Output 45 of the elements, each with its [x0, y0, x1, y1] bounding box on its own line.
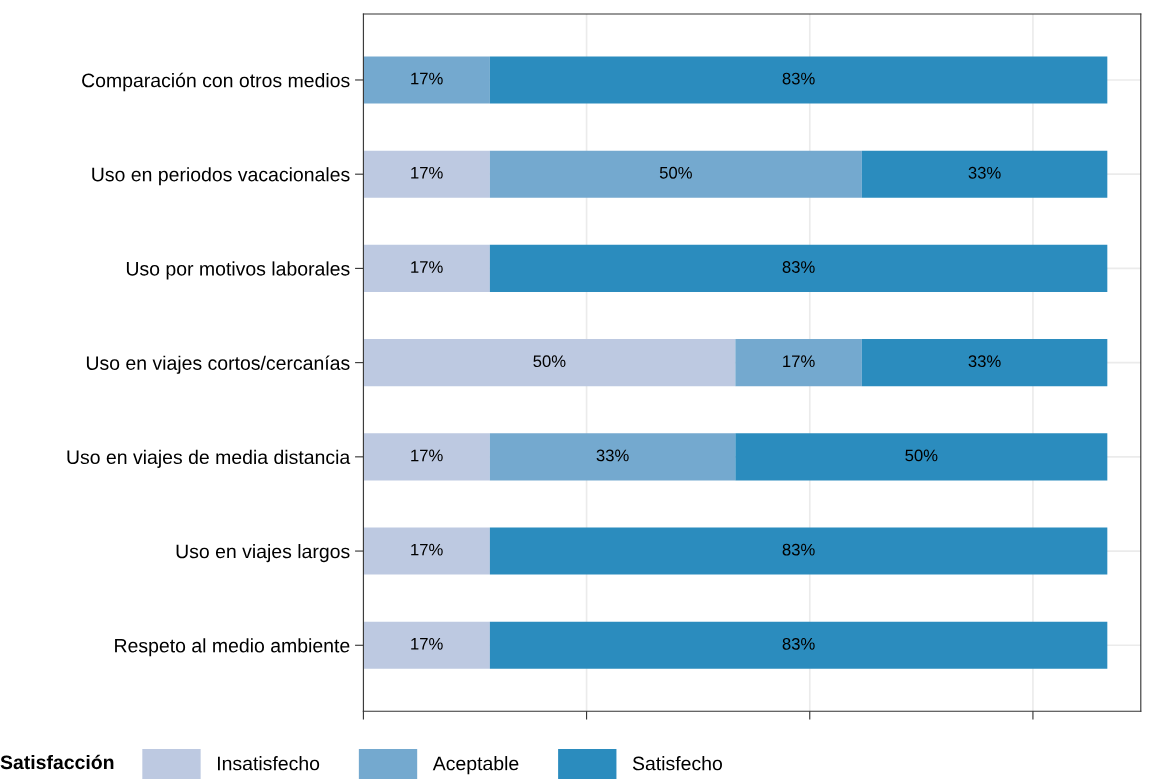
data-label: 33% — [968, 166, 1001, 179]
y-tick-label: Uso en viajes largos — [176, 544, 350, 563]
legend-label: Satisfecho — [632, 756, 722, 771]
data-label: 33% — [596, 449, 629, 462]
legend-title: Satisfacción — [0, 754, 114, 770]
bar — [489, 244, 1108, 292]
bar — [489, 621, 1108, 669]
bar — [735, 433, 1108, 481]
data-label: 83% — [782, 261, 815, 273]
bar — [489, 527, 1108, 575]
data-label: 17% — [411, 72, 443, 85]
data-label: 33% — [968, 355, 1001, 368]
data-label: 17% — [411, 261, 443, 273]
data-label: 50% — [905, 449, 938, 462]
data-label: 83% — [782, 637, 815, 650]
y-tick-label: Uso en periodos vacacionales — [92, 167, 350, 186]
y-tick-label: Uso en viajes cortos/cercanías — [86, 355, 350, 374]
legend-label: Aceptable — [432, 756, 519, 775]
bar — [735, 339, 862, 387]
data-label: 17% — [411, 638, 443, 650]
y-tick-label: Comparación con otros medios — [82, 72, 350, 92]
data-label: 17% — [783, 355, 815, 368]
data-label: 83% — [782, 72, 815, 85]
bar — [363, 244, 490, 292]
bar — [489, 56, 1108, 104]
y-tick-label: Uso en viajes de media distancia — [67, 449, 351, 468]
data-label: 50% — [659, 166, 692, 179]
data-label: 17% — [411, 449, 443, 462]
data-label: 17% — [411, 543, 443, 556]
bar — [861, 339, 1108, 387]
data-label: 17% — [411, 166, 443, 179]
bar — [363, 56, 490, 104]
bar — [363, 621, 490, 669]
bar — [363, 433, 490, 481]
bar — [861, 150, 1108, 198]
bar — [363, 339, 736, 387]
bar — [489, 150, 862, 198]
bar — [363, 527, 490, 575]
bar — [489, 433, 736, 481]
y-tick-label: Uso por motivos laborales — [126, 261, 350, 280]
data-label: 83% — [782, 543, 815, 556]
bar — [363, 150, 490, 198]
legend-label: Insatisfecho — [218, 756, 320, 771]
data-label: 50% — [533, 355, 566, 368]
y-tick-label: Respeto al medio ambiente — [115, 638, 350, 657]
